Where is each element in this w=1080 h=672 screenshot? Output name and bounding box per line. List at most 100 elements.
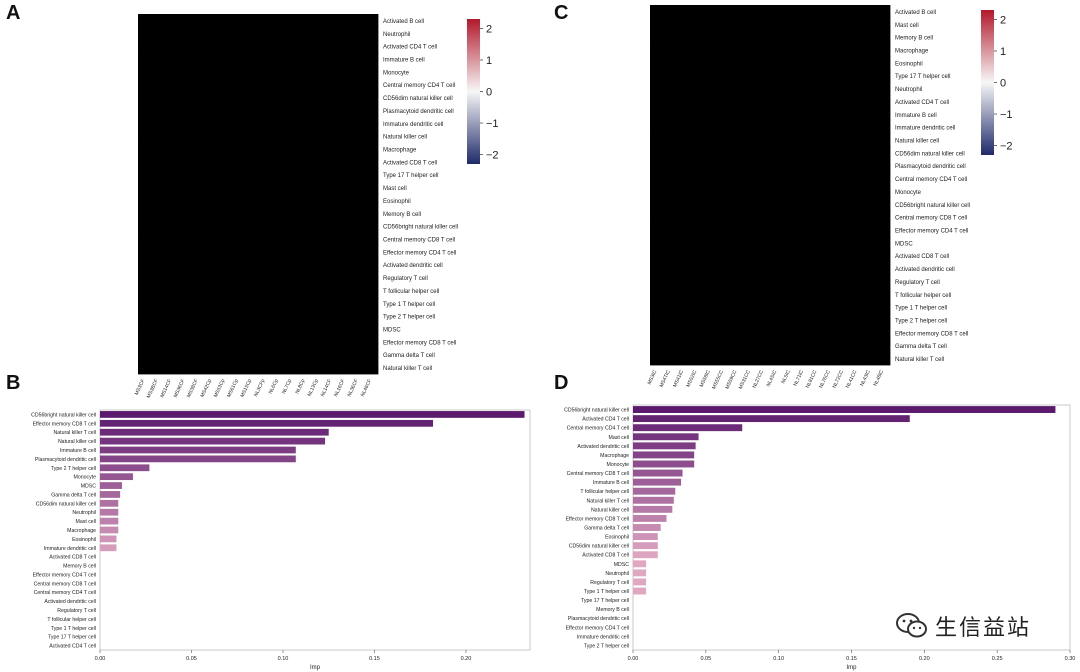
- heatmap-a-cell: [191, 296, 206, 311]
- heatmap-c-cell: [770, 326, 784, 340]
- heatmap-a-cell: [204, 232, 219, 246]
- heatmap-c-cell: [876, 262, 891, 276]
- heatmap-c-cell: [783, 120, 798, 134]
- heatmap-c-cell: [663, 352, 678, 366]
- heatmap-a-cell: [244, 348, 259, 362]
- heatmap-a-cell: [364, 296, 379, 311]
- heatmap-a-cell: [311, 271, 326, 285]
- heatmap-c-cell: [850, 43, 864, 57]
- heatmap-a-cell: [324, 155, 339, 169]
- heatmap-c-cell: [756, 5, 771, 19]
- heatmap-a-cell: [191, 335, 206, 349]
- heatmap-a-cell: [151, 155, 166, 169]
- heatmap-a-cell: [298, 296, 312, 311]
- bar-d-bar: [633, 514, 667, 522]
- heatmap-a-cell: [204, 52, 219, 66]
- heatmap-a-cell: [258, 335, 272, 349]
- heatmap-c-cell: [743, 352, 758, 366]
- heatmap-c-col-label: NL76CC: [818, 369, 832, 389]
- heatmap-a-cell: [178, 14, 192, 28]
- heatmap-a-cell: [298, 245, 312, 259]
- heatmap-c-cell: [810, 17, 824, 32]
- heatmap-c-cell: [796, 249, 811, 263]
- heatmap-a-cell: [164, 65, 179, 79]
- bar-d-category-label: Gamma delta T cell: [584, 526, 629, 532]
- heatmap-a-cell: [364, 271, 379, 285]
- heatmap-c-cell: [676, 287, 691, 302]
- heatmap-a-cell: [298, 26, 312, 41]
- heatmap-c-cell: [770, 30, 784, 44]
- heatmap-a-cell: [271, 168, 286, 182]
- heatmap-c-cell: [650, 120, 664, 134]
- heatmap-c-cell: [730, 5, 744, 19]
- heatmap-c-cell: [836, 17, 851, 32]
- heatmap-c-col-label: NL41CC: [845, 369, 859, 389]
- panel-label-b: B: [6, 372, 21, 394]
- heatmap-a-cell: [298, 271, 312, 285]
- heatmap-a-cell: [204, 104, 219, 118]
- heatmap-c-cell: [836, 339, 851, 353]
- heatmap-a-cell: [364, 284, 379, 298]
- bar-d-category-label: Plasmacytoid dendritic cell: [568, 616, 629, 622]
- heatmap-a-cell: [151, 78, 166, 92]
- bar-d-category-label: Type 2 T helper cell: [584, 643, 629, 649]
- heatmap-c-cell: [690, 120, 704, 134]
- heatmap-c-cell: [730, 95, 744, 109]
- heatmap-a-cell: [284, 296, 299, 311]
- heatmap-a-cell: [218, 116, 232, 131]
- heatmap-c-row-label: Regulatory T cell: [895, 280, 940, 286]
- heatmap-a-cell: [178, 39, 192, 53]
- heatmap-a-cell: [164, 284, 179, 298]
- heatmap-a-cell: [324, 245, 339, 259]
- heatmap-c-cell: [783, 313, 798, 327]
- heatmap-c-cell: [663, 120, 678, 134]
- bar-b-category-label: CD56bright natural killer cell: [31, 412, 96, 418]
- heatmap-a-cell: [324, 39, 339, 53]
- heatmap-c-col-label: MS55CC: [711, 369, 725, 390]
- heatmap-a-cell: [231, 14, 246, 28]
- heatmap-a-cell: [164, 104, 179, 118]
- heatmap-c-cell: [690, 5, 704, 19]
- heatmap-a-cell: [364, 142, 379, 156]
- heatmap-c-row-label: Type 2 T helper cell: [895, 319, 947, 325]
- heatmap-a-cell: [351, 361, 366, 375]
- heatmap-c-cell: [756, 69, 771, 83]
- heatmap-a-cell: [311, 245, 326, 259]
- heatmap-a-col-label: MS36CF: [173, 378, 187, 398]
- heatmap-c-cell: [810, 210, 824, 224]
- heatmap-c-cell: [743, 300, 758, 314]
- bar-b-category-label: CD56dim natural killer cell: [36, 501, 96, 507]
- heatmap-c-cell: [823, 95, 838, 109]
- heatmap-c-row-label: Activated B cell: [895, 10, 936, 16]
- heatmap-c-col-label: MS31CC: [738, 369, 752, 390]
- heatmap-a-cell: [338, 116, 352, 131]
- heatmap-a-cell: [178, 168, 192, 182]
- heatmap-c-cell: [743, 210, 758, 224]
- heatmap-c-cell: [770, 352, 784, 366]
- heatmap-a-cell: [138, 155, 152, 169]
- heatmap-a-cell: [284, 232, 299, 246]
- heatmap-c-cell: [770, 185, 784, 199]
- heatmap-c-cell: [716, 95, 731, 109]
- heatmap-a-cell: [324, 271, 339, 285]
- heatmap-a-cell: [338, 168, 352, 182]
- bar-b-category-label: Natural killer cell: [58, 439, 96, 445]
- bar-b-category-label: Plasmacytoid dendritic cell: [35, 457, 96, 463]
- heatmap-a-cell: [298, 91, 312, 105]
- heatmap-a-cell: [298, 348, 312, 362]
- heatmap-c-cell: [876, 210, 891, 224]
- heatmap-a-cell: [351, 26, 366, 41]
- heatmap-c-cell: [703, 30, 718, 44]
- heatmap-a-cell: [138, 335, 152, 349]
- heatmap-a-cell: [151, 335, 166, 349]
- heatmap-a-cell: [271, 14, 286, 28]
- heatmap-c-cell: [876, 300, 891, 314]
- heatmap-c-cell: [823, 236, 838, 250]
- heatmap-a-cell: [164, 206, 179, 221]
- heatmap-a-cell: [258, 348, 272, 362]
- heatmap-a-cell: [191, 39, 206, 53]
- heatmap-c-cell: [770, 107, 784, 122]
- bar-d-category-label: Effector memory CD8 T cell: [566, 516, 629, 522]
- heatmap-c-cell: [796, 69, 811, 83]
- heatmap-c-cell: [810, 275, 824, 289]
